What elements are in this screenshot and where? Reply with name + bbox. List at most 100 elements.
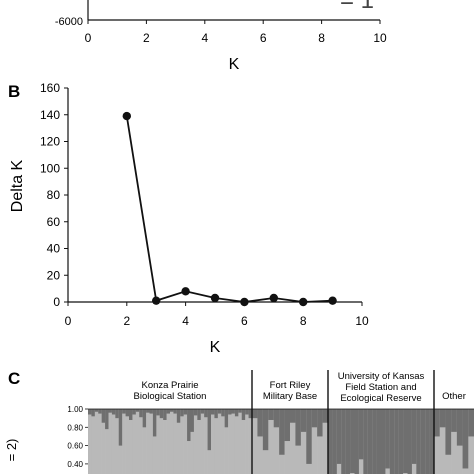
cluster-bar-dark: [403, 409, 408, 474]
cluster-bar-light: [101, 409, 106, 474]
cluster-bar-dark: [376, 409, 382, 474]
cluster-bar-dark: [108, 409, 113, 413]
cluster-bar-dark: [170, 409, 174, 412]
cluster-bar-light: [200, 409, 205, 474]
cluster-bar-dark: [411, 409, 417, 464]
cluster-bar-dark: [262, 409, 269, 451]
cluster-bar-light: [211, 409, 215, 474]
delta-k-point: [299, 297, 308, 307]
cluster-bar-dark: [217, 409, 222, 414]
cluster-bar-light: [156, 409, 161, 474]
cluster-bar-dark: [248, 409, 253, 419]
panel-c: C = 2) 1.00 0.80 0.60 0.40 Konza PrairieBio…: [4, 369, 474, 474]
delta-k-line: [125, 115, 333, 303]
cluster-bar-dark: [363, 409, 369, 474]
cluster-bar-light: [273, 409, 280, 474]
cluster-bar-dark: [317, 409, 323, 437]
panel-b-label: B: [8, 82, 20, 101]
cluster-bar-light: [290, 409, 296, 474]
cluster-bar-dark: [284, 409, 291, 442]
cluster-bar-dark: [224, 409, 229, 428]
panel-a-x-tick-label: 2: [143, 31, 150, 45]
cluster-bar-dark: [152, 409, 157, 437]
cluster-bar-dark: [98, 409, 102, 414]
cluster-bar-light: [166, 409, 171, 474]
cluster-bar-light: [317, 409, 323, 474]
panel-a-annotation: = 1: [340, 0, 374, 14]
cluster-bar-dark: [207, 409, 212, 451]
panel-a-x-tick-label: 8: [318, 31, 325, 45]
panel-b-y-tick-label: 140: [40, 108, 60, 122]
cluster-bar-light: [142, 409, 147, 474]
cluster-bar-dark: [149, 409, 154, 414]
group-label: Fort Riley: [270, 380, 311, 391]
cluster-bar-dark: [354, 409, 360, 474]
cluster-bar-light: [170, 409, 174, 474]
cluster-bar-light: [183, 409, 188, 474]
cluster-bar-dark: [336, 409, 342, 464]
cluster-bar-dark: [125, 409, 130, 417]
cluster-bar-light: [224, 409, 229, 474]
panel-c-y-tick-label: 0.80: [67, 423, 83, 432]
cluster-bar-dark: [273, 409, 280, 428]
cluster-bar-dark: [132, 409, 137, 415]
cluster-bar-light: [284, 409, 291, 474]
cluster-bar-dark: [214, 409, 219, 419]
cluster-bar-dark: [322, 409, 329, 423]
cluster-bar-light: [115, 409, 120, 474]
cluster-bar-dark: [211, 409, 215, 415]
cluster-bar-light: [149, 409, 154, 474]
cluster-bar-dark: [306, 409, 313, 464]
cluster-bar-light: [139, 409, 143, 474]
panel-b-y-tick-label: 60: [47, 215, 61, 229]
cluster-bar-dark: [241, 409, 246, 420]
cluster-bar-light: [197, 409, 202, 474]
panel-a-x-label: K: [229, 56, 240, 73]
cluster-bar-dark: [425, 409, 430, 474]
cluster-bar-light: [122, 409, 126, 474]
cluster-bar-light: [159, 409, 164, 474]
cluster-bar-light: [204, 409, 208, 474]
cluster-bar-dark: [111, 409, 116, 415]
cluster-bar-dark: [173, 409, 178, 414]
cluster-bar-dark: [135, 409, 140, 412]
cluster-bar-light: [94, 409, 99, 474]
panel-b-x-label: K: [210, 339, 221, 356]
panel-a-x-tick-label: 10: [373, 31, 387, 45]
cluster-bar-dark: [345, 409, 351, 474]
panel-b-y-tick-label: 120: [40, 135, 60, 149]
cluster-bar-light: [241, 409, 246, 474]
cluster-bar-dark: [439, 409, 446, 428]
cluster-bar-dark: [228, 409, 232, 415]
panel-b-y-tick-label: 0: [53, 295, 60, 309]
cluster-bar-dark: [88, 409, 92, 415]
cluster-bar-dark: [420, 409, 426, 474]
cluster-bar-dark: [234, 409, 239, 417]
cluster-bar-dark: [245, 409, 249, 415]
cluster-bar-dark: [398, 409, 404, 474]
cluster-bar-dark: [118, 409, 123, 446]
cluster-bar-light: [300, 409, 307, 474]
group-label: Field Station and: [345, 382, 416, 393]
panel-b-y-tick-label: 40: [47, 242, 61, 256]
cluster-bar-light: [439, 409, 446, 474]
cluster-bar-dark: [468, 409, 474, 437]
cluster-bar-dark: [407, 409, 413, 474]
panel-b-x-tick-label: 6: [241, 314, 248, 328]
cluster-bar-dark: [180, 409, 184, 417]
cluster-bar-dark: [381, 409, 386, 474]
cluster-bar-dark: [115, 409, 120, 419]
cluster-bar-light: [173, 409, 178, 474]
cluster-bar-dark: [91, 409, 96, 417]
delta-k-point: [328, 296, 337, 305]
cluster-bar-light: [163, 409, 167, 474]
cluster-bar-dark: [328, 409, 333, 474]
cluster-bar-light: [111, 409, 116, 474]
cluster-bar-dark: [429, 409, 435, 474]
cluster-bar-light: [257, 409, 264, 474]
cluster-bar-dark: [238, 409, 243, 413]
cluster-bar-dark: [389, 409, 395, 474]
panel-c-y-tick-label: 1.00: [67, 405, 83, 414]
cluster-bar-dark: [268, 409, 275, 420]
cluster-bar-dark: [142, 409, 147, 428]
